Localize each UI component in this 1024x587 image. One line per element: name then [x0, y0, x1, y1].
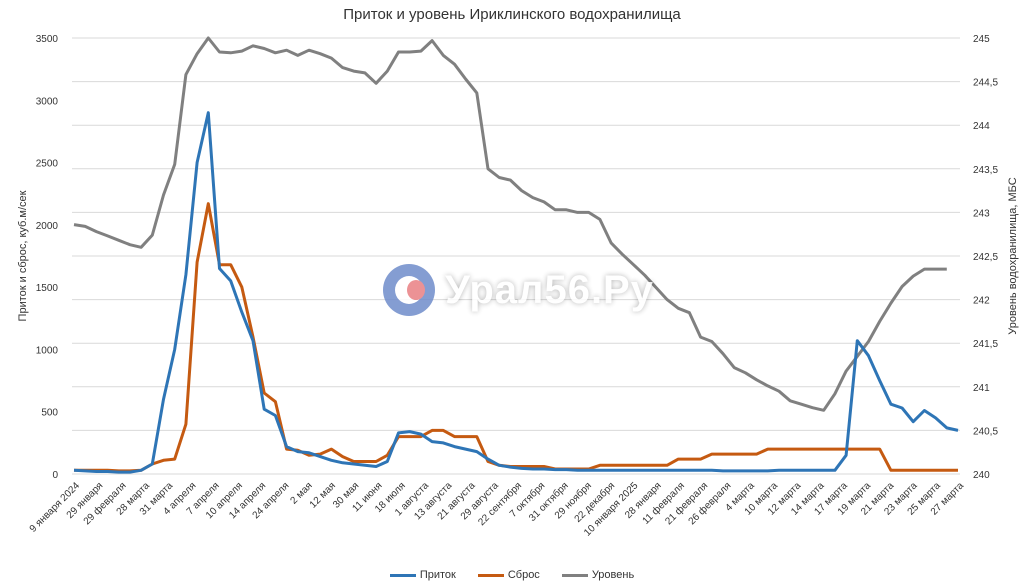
right-tick-label: 240: [973, 470, 990, 481]
right-axis-label: Уровень водохранилища, МБС: [1007, 177, 1019, 334]
left-axis-ticks: 0 500 1000 1500 2000 2500 3000 3500: [36, 34, 59, 481]
left-tick-label: 2000: [36, 221, 59, 232]
left-tick-label: 1500: [36, 283, 59, 294]
right-tick-label: 240,5: [973, 426, 998, 437]
left-axis-label: Приток и сброс, куб.м/сек: [17, 190, 29, 321]
right-tick-label: 244,5: [973, 78, 998, 89]
right-tick-label: 243: [973, 208, 990, 219]
legend-swatch-discharge: [477, 573, 504, 577]
legend-label-discharge: Сброс: [507, 569, 540, 581]
legend-swatch-level: [561, 573, 588, 577]
right-tick-label: 242: [973, 296, 990, 307]
right-tick-label: 241,5: [973, 339, 998, 350]
legend-item-level: Уровень: [561, 569, 635, 581]
series-line-0: [73, 111, 959, 474]
left-tick-label: 0: [52, 470, 58, 481]
left-tick-label: 3500: [36, 34, 59, 45]
legend-item-discharge: Сброс: [477, 569, 540, 581]
legend-item-inflow: Приток: [389, 569, 456, 581]
gridlines: [72, 37, 960, 475]
legend-swatch-inflow: [389, 573, 416, 577]
legend-label-level: Уровень: [591, 569, 635, 581]
watermark: Урал56.Ру: [383, 264, 654, 316]
right-tick-label: 241: [973, 383, 990, 394]
left-tick-label: 500: [41, 408, 58, 419]
left-tick-label: 1000: [36, 345, 59, 356]
chart-title: Приток и уровень Ириклинского водохранил…: [343, 6, 681, 23]
series-lines: [73, 36, 959, 474]
left-tick-label: 2500: [36, 159, 59, 170]
right-tick-label: 244: [973, 121, 990, 132]
right-tick-label: 243,5: [973, 165, 998, 176]
watermark-text: Урал56.Ру: [445, 267, 654, 312]
left-tick-label: 3000: [36, 96, 59, 107]
right-tick-label: 245: [973, 34, 990, 45]
right-tick-label: 242,5: [973, 252, 998, 263]
legend-label-inflow: Приток: [419, 569, 456, 581]
chart-legend: Приток Сброс Уровень: [0, 569, 1024, 581]
watermark-logo-icon: [383, 264, 435, 316]
series-line-2: [73, 36, 947, 412]
right-axis-ticks: 240 240,5 241 241,5 242 242,5 243 243,5 244 244,5…: [973, 34, 998, 481]
